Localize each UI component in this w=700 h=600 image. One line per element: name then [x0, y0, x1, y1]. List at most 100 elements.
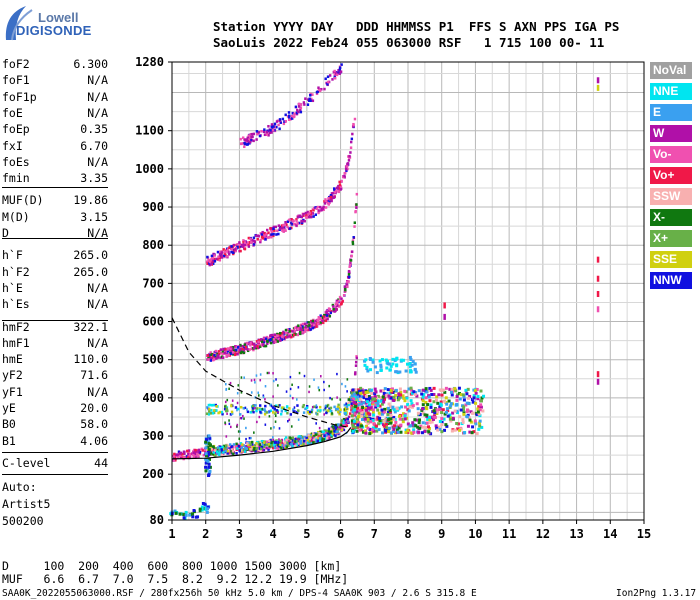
echo-point — [347, 398, 350, 401]
echo-point — [351, 400, 354, 404]
echo-point — [399, 395, 403, 399]
echo-point — [221, 453, 224, 457]
echo-point — [293, 112, 296, 116]
echo-point — [364, 408, 368, 412]
echo-point — [376, 417, 380, 421]
echo-point — [329, 430, 333, 434]
echo-point — [450, 393, 454, 397]
echo-point — [339, 185, 343, 188]
echo-point — [212, 409, 216, 412]
echo-point — [334, 433, 337, 436]
echo-point — [232, 452, 235, 456]
echo-point — [339, 398, 342, 401]
echo-point — [428, 421, 432, 425]
echo-point — [473, 419, 477, 423]
echo-point — [252, 132, 256, 136]
echo-point — [296, 333, 299, 337]
echo-point — [340, 421, 343, 425]
echo-point — [428, 386, 432, 390]
echo-point — [350, 140, 353, 144]
echo-point — [205, 510, 209, 514]
echo-point — [254, 443, 257, 447]
echo-point — [212, 451, 216, 454]
echo-point — [328, 198, 332, 202]
echo-point — [331, 432, 335, 436]
echo-point — [265, 133, 269, 136]
param-row: hmE 110.0 — [2, 351, 108, 367]
echo-point — [299, 435, 302, 439]
echo-point — [226, 398, 229, 402]
echo-point — [282, 223, 285, 227]
echo-point — [350, 402, 353, 405]
x-tick-label: 7 — [371, 527, 378, 541]
echo-point — [358, 389, 362, 393]
echo-point — [386, 406, 390, 410]
echo-point — [206, 406, 209, 409]
echo-point — [337, 423, 340, 426]
echo-point — [305, 214, 308, 217]
echo-point — [380, 412, 384, 416]
echo-point — [415, 394, 419, 398]
echo-point — [302, 442, 305, 446]
echo-point — [345, 424, 349, 428]
echo-point — [470, 398, 474, 402]
echo-point — [296, 404, 299, 407]
echo-point — [246, 341, 249, 345]
echo-point — [410, 388, 414, 392]
echo-point — [407, 387, 411, 391]
echo-point — [210, 403, 214, 407]
echo-point — [308, 410, 312, 414]
echo-point — [239, 430, 242, 433]
echo-point — [345, 421, 348, 424]
echo-point — [245, 426, 247, 430]
echo-point — [279, 412, 283, 416]
echo-point — [386, 388, 390, 392]
echo-point — [355, 391, 359, 395]
echo-point — [300, 215, 303, 219]
echo-point — [284, 446, 287, 449]
x-tick-label: 10 — [468, 527, 482, 541]
echo-point — [368, 427, 372, 431]
echo-point — [227, 444, 230, 448]
echo-point — [313, 441, 316, 444]
echo-point — [228, 446, 231, 449]
echo-point — [273, 408, 277, 412]
echo-point — [262, 337, 266, 341]
echo-point — [361, 430, 365, 434]
echo-point — [318, 439, 322, 443]
echo-point — [308, 435, 311, 438]
muf-value-row: MUF 6.6 6.7 7.0 7.5 8.2 9.2 12.2 19.9 [M… — [2, 572, 349, 586]
echo-point — [206, 440, 210, 444]
echo-point — [344, 421, 347, 425]
echo-point — [298, 105, 301, 108]
echo-point — [327, 198, 330, 201]
echo-point — [263, 234, 266, 237]
echo-point — [263, 133, 267, 137]
echo-point — [211, 448, 215, 452]
echo-point — [329, 406, 333, 410]
echo-point — [303, 103, 306, 106]
echo-point — [275, 378, 277, 381]
param-value: 44 — [94, 455, 108, 470]
echo-point — [272, 372, 274, 375]
echo-point — [336, 372, 338, 376]
echo-point — [259, 410, 262, 414]
echo-point — [250, 379, 253, 382]
echo-point — [325, 314, 329, 317]
echo-point — [230, 404, 233, 408]
echo-point — [235, 442, 238, 446]
echo-point — [309, 439, 313, 442]
echo-point — [207, 358, 210, 361]
echo-point — [364, 406, 368, 410]
echo-point — [288, 330, 291, 333]
echo-point — [237, 430, 240, 433]
echo-point — [336, 187, 339, 190]
echo-point — [477, 405, 481, 409]
echo-point — [480, 396, 484, 400]
echo-point — [408, 365, 412, 369]
echo-point — [306, 328, 310, 332]
echo-point — [237, 407, 240, 411]
echo-point — [208, 262, 211, 265]
echo-point — [362, 416, 366, 420]
echo-point — [321, 430, 324, 434]
